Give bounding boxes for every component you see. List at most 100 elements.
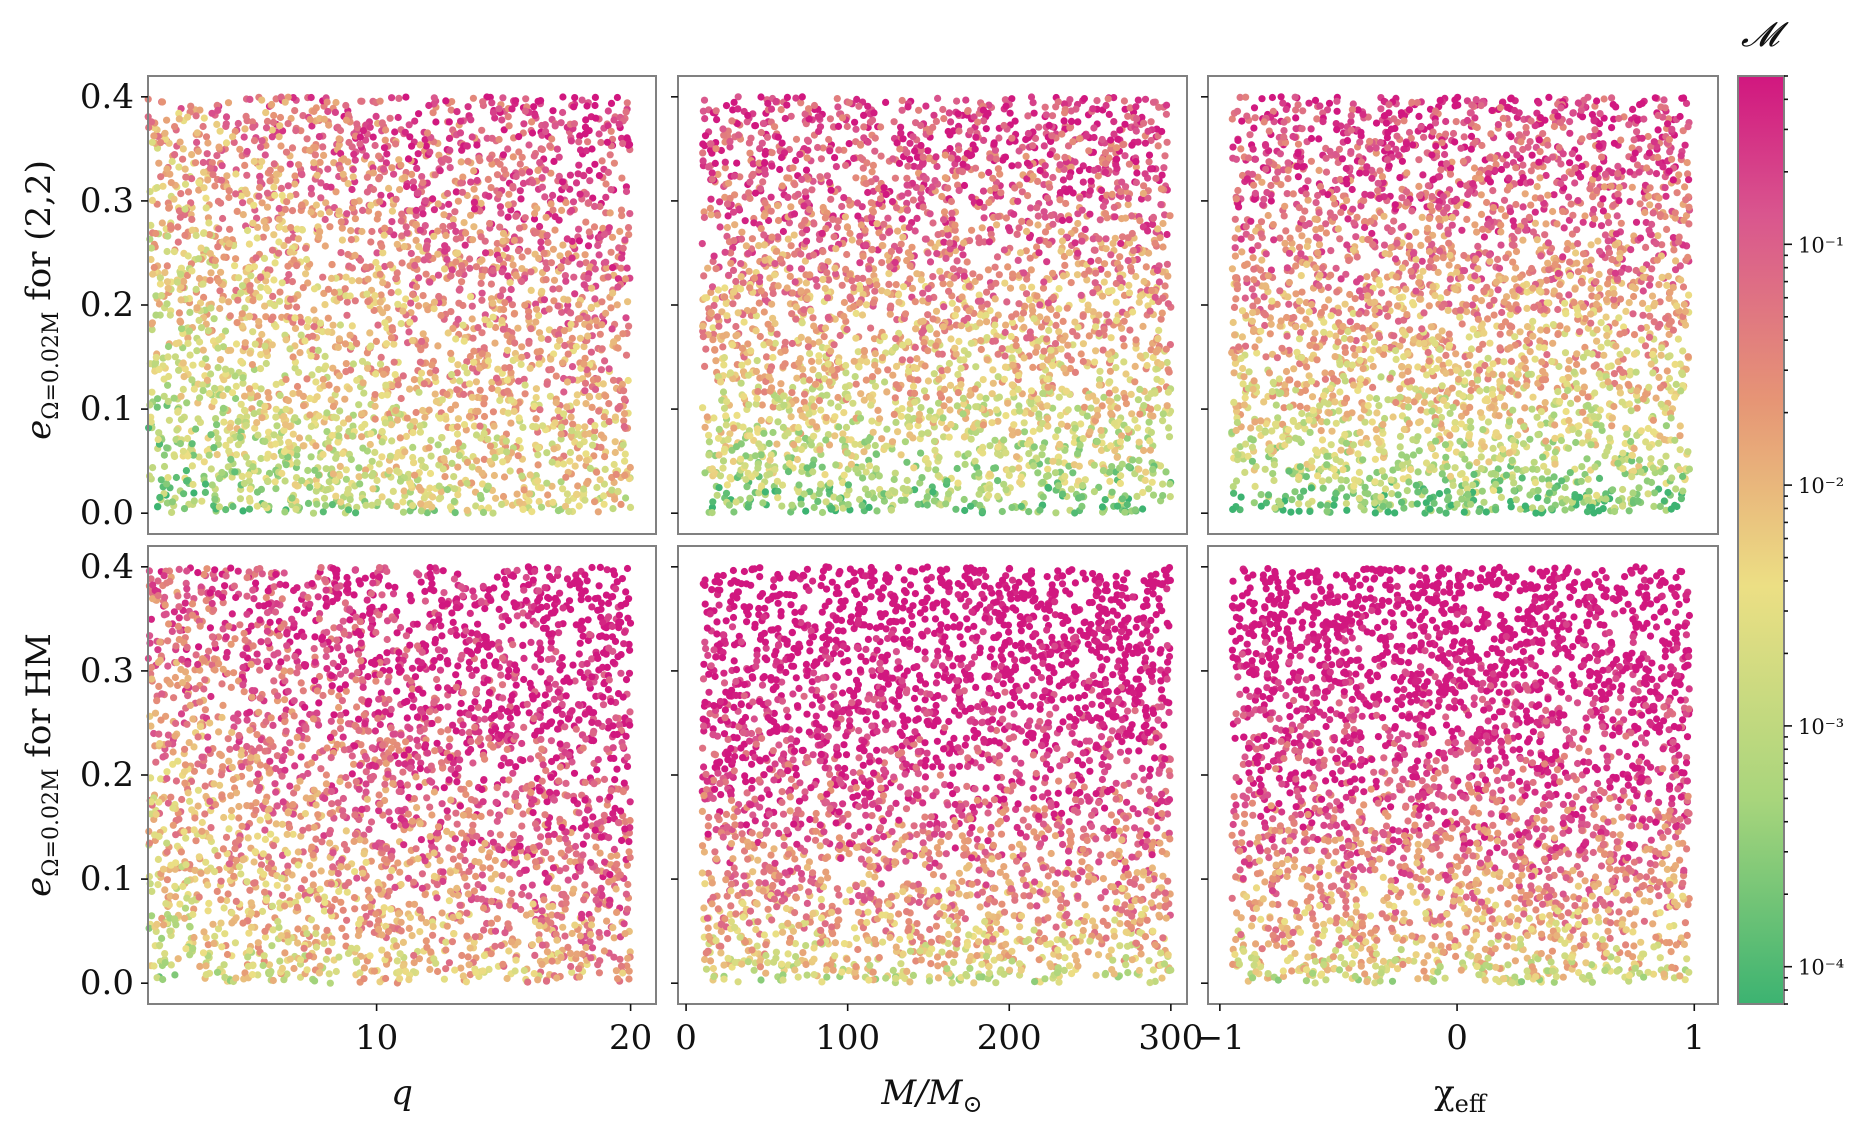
scatter-point [488,378,496,386]
scatter-point [564,296,572,304]
scatter-point [158,219,166,227]
scatter-point [564,350,572,358]
scatter-point [535,254,543,262]
scatter-point [468,463,476,471]
scatter-point [405,328,413,336]
scatter-point [303,375,311,383]
scatter-point [506,364,514,372]
scatter-point [948,209,956,217]
scatter-point [239,507,247,515]
scatter-point [591,498,599,506]
scatter-point [596,476,604,484]
scatter-point [439,222,447,231]
scatter-point [534,97,542,105]
scatter-point [810,503,818,512]
scatter-point [184,339,192,347]
scatter-point [275,238,283,246]
scatter-point [400,242,408,251]
scatter-point [1022,152,1030,160]
scatter-point [172,340,180,348]
scatter-point [514,452,522,460]
scatter-point [743,118,751,126]
scatter-point [991,146,1000,154]
scatter-point [457,179,465,187]
scatter-point [417,500,425,508]
scatter-point [1020,428,1029,436]
scatter-point [284,262,292,270]
scatter-point [1145,418,1153,426]
scatter-point [396,434,404,442]
scatter-point [733,159,741,167]
scatter-point [580,343,588,351]
y-tick-label: 0.4 [80,77,134,117]
scatter-point [289,390,297,398]
scatter-point [1135,465,1143,473]
scatter-point [234,417,242,426]
scatter-point [275,223,284,231]
scatter-point [1166,212,1174,220]
scatter-point [421,197,429,205]
scatter-point [422,243,431,251]
scatter-point [483,93,491,101]
scatter-point [897,123,905,131]
scatter-point [868,168,876,176]
scatter-point [840,298,849,307]
scatter-point [315,365,323,374]
scatter-point [368,457,376,465]
scatter-point [394,113,402,122]
scatter-point [518,472,526,480]
scatter-point [722,421,730,429]
scatter-point [943,477,951,485]
scatter-point [155,365,163,374]
scatter-point [403,182,411,191]
scatter-point [605,224,613,232]
scatter-point [504,201,512,209]
scatter-point [884,214,892,222]
scatter-point [555,153,563,161]
scatter-point [293,225,301,233]
scatter-point [586,464,595,472]
scatter-point [280,412,288,421]
scatter-point [304,279,312,287]
y-tick-label: 0.2 [80,285,134,325]
scatter-point [218,296,226,304]
scatter-point [620,423,628,431]
scatter-point [506,467,514,475]
scatter-point [391,128,399,136]
scatter-point [455,269,463,278]
scatter-point [1014,256,1022,264]
scatter-point [163,300,171,308]
scatter-point [392,406,400,415]
scatter-point [1139,322,1147,330]
scatter-point [1166,493,1174,501]
scatter-point [287,224,295,232]
scatter-point [418,337,426,345]
scatter-point [156,280,164,288]
scatter-point [258,158,266,166]
scatter-point [890,475,898,484]
scatter-point [608,486,616,494]
scatter-point [379,309,387,317]
scatter-point [329,470,337,478]
scatter-point [363,173,371,181]
scatter-point [535,311,543,320]
scatter-point [1010,421,1018,429]
y-tick-label: 0.1 [80,389,134,429]
scatter-point [315,133,323,141]
scatter-point [754,387,762,396]
scatter-point [458,278,466,286]
scatter-point [833,95,841,103]
scatter-point [568,363,577,371]
scatter-point [526,364,534,372]
scatter-point [421,463,429,472]
scatter-point [381,262,389,271]
scatter-point [710,252,718,260]
scatter-point [275,133,283,141]
scatter-point [1119,335,1127,343]
scatter-points [144,93,635,517]
scatter-point [484,357,492,365]
scatter-point [582,259,590,267]
scatter-point [585,127,593,135]
scatter-point [505,190,513,198]
scatter-point [738,228,746,236]
